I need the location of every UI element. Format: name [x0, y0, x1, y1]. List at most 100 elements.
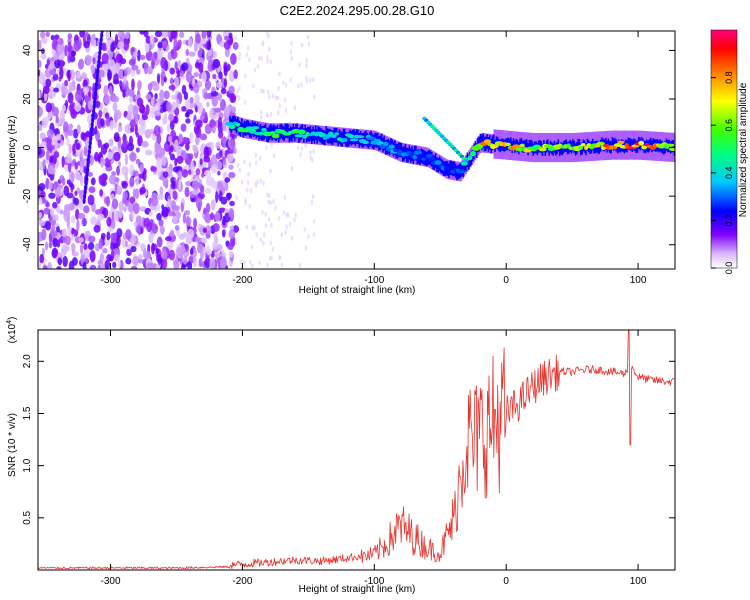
noise-speckle	[151, 223, 159, 234]
noise-speckle	[137, 135, 143, 147]
noise-speckle	[232, 41, 239, 50]
noise-speckle	[204, 79, 212, 91]
noise-speckle	[67, 92, 74, 104]
ridge-blob	[519, 143, 525, 148]
noise-speckle	[235, 195, 238, 201]
noise-speckle	[98, 174, 106, 186]
noise-speckle	[74, 102, 82, 112]
noise-speckle	[238, 51, 242, 57]
noise-speckle	[105, 195, 111, 207]
noise-speckle	[211, 125, 216, 134]
noise-speckle	[82, 261, 87, 269]
noise-speckle	[94, 208, 103, 215]
noise-speckle	[203, 146, 209, 159]
noise-speckle	[100, 156, 104, 168]
noise-speckle	[53, 150, 60, 159]
noise-speckle	[181, 169, 189, 178]
ridge-blob	[483, 139, 492, 144]
noise-speckle	[249, 188, 253, 194]
ridge-blob	[638, 140, 645, 146]
noise-speckle	[160, 31, 169, 39]
noise-speckle	[187, 37, 193, 48]
spectrogram-x-axis: -300 -200 -100 0 100	[101, 31, 647, 286]
ridge-body	[510, 137, 512, 150]
noise-speckle	[129, 213, 133, 221]
noise-speckle	[217, 182, 224, 190]
colorbar-tick-label: 0.6	[724, 119, 734, 132]
noise-speckle	[124, 31, 130, 40]
noise-speckle	[111, 198, 119, 210]
noise-speckle	[67, 41, 72, 54]
noise-speckle	[110, 232, 118, 241]
noise-streak	[101, 23, 104, 29]
noise-speckle	[155, 144, 163, 156]
noise-speckle	[154, 102, 161, 112]
noise-speckle	[137, 80, 142, 90]
noise-speckle	[111, 146, 119, 152]
noise-speckle	[282, 210, 286, 216]
noise-speckle	[267, 199, 271, 205]
noise-speckle	[195, 126, 202, 139]
noise-speckle	[179, 249, 184, 259]
ridge-blob	[235, 122, 241, 127]
noise-speckle	[76, 124, 81, 135]
noise-speckle	[151, 195, 159, 207]
noise-speckle	[106, 216, 112, 227]
noise-speckle	[116, 53, 123, 64]
noise-speckle	[116, 234, 121, 247]
noise-speckle	[150, 97, 155, 107]
noise-speckle	[165, 236, 172, 242]
noise-speckle	[104, 259, 111, 269]
noise-speckle	[156, 133, 162, 145]
noise-speckle	[74, 161, 79, 170]
ridge-body	[630, 138, 632, 151]
noise-speckle	[52, 201, 58, 209]
ridge-body	[493, 134, 495, 150]
noise-speckle	[258, 260, 261, 266]
ridge-body	[491, 135, 494, 151]
ridge-blob	[362, 140, 369, 145]
snr-frame	[37, 329, 676, 571]
noise-speckle	[139, 187, 147, 194]
noise-speckle	[106, 231, 111, 241]
noise-speckle	[252, 83, 255, 89]
ridge-blob	[538, 147, 547, 152]
noise-speckle	[169, 118, 175, 131]
noise-speckle	[110, 193, 115, 201]
noise-speckle	[254, 152, 258, 158]
noise-speckle	[67, 161, 72, 173]
noise-speckle	[153, 51, 158, 59]
noise-speckle	[290, 235, 294, 241]
noise-speckle	[262, 180, 265, 186]
noise-speckle	[145, 149, 153, 156]
noise-speckle	[146, 262, 154, 269]
noise-speckle	[79, 157, 85, 168]
colorbar: 0.0 0.2 0.4 0.6 0.8 Normalized spectral ampl…	[710, 29, 749, 274]
noise-speckle	[236, 94, 239, 100]
ridge-blob	[641, 145, 648, 150]
noise-speckle	[56, 42, 64, 55]
noise-speckle	[116, 165, 120, 176]
noise-speckle	[259, 178, 262, 184]
noise-speckle	[105, 116, 111, 127]
noise-speckle	[163, 112, 168, 124]
noise-speckle	[176, 145, 183, 154]
noise-speckle	[67, 70, 71, 82]
noise-speckle	[304, 143, 307, 149]
ridge-blob	[318, 132, 326, 138]
noise-speckle	[90, 177, 96, 186]
noise-speckle	[294, 212, 297, 218]
noise-speckle	[72, 143, 76, 155]
ridge-body	[628, 137, 631, 151]
noise-speckle	[307, 234, 310, 240]
noise-speckle	[106, 254, 113, 262]
noise-speckle	[171, 180, 176, 189]
snr-y-tick-label: 2.0	[22, 354, 33, 368]
noise-speckle	[185, 217, 192, 226]
noise-speckle	[58, 37, 64, 45]
noise-speckle	[74, 190, 78, 196]
colorbar-gradient	[710, 29, 738, 269]
noise-speckle	[296, 145, 300, 151]
noise-streak	[97, 54, 101, 61]
spectrogram-y-axis: -40 -20 0 20 40	[22, 44, 675, 252]
